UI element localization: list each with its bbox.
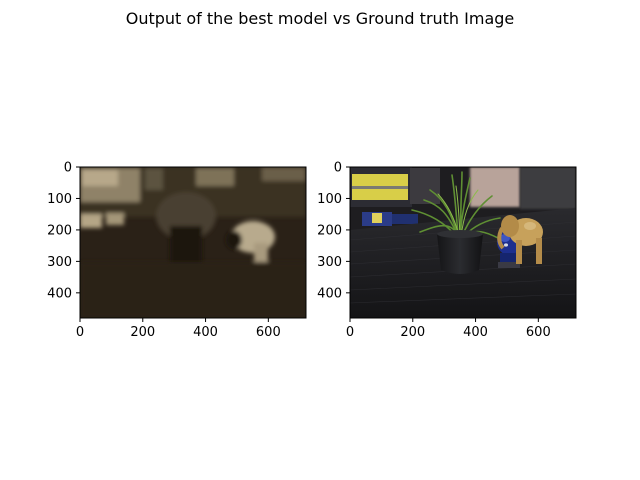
y-tick-label: 0 xyxy=(334,161,342,176)
y-tick-label: 400 xyxy=(317,286,342,301)
y-tick-label: 0 xyxy=(64,161,72,176)
figure-title: Output of the best model vs Ground truth… xyxy=(126,9,515,28)
model-output-frame xyxy=(79,166,307,319)
x-tick-label: 400 xyxy=(193,325,218,340)
ground-truth-axes: 0 200 400 600 0 100 200 300 400 xyxy=(317,161,551,341)
ground-truth-image xyxy=(350,167,576,318)
x-tick-label: 600 xyxy=(526,325,551,340)
y-tick-label: 100 xyxy=(47,192,72,207)
y-tick-label: 300 xyxy=(47,255,72,270)
x-tick-label: 600 xyxy=(256,325,281,340)
model-output-axes: 0 200 400 600 0 100 200 300 400 xyxy=(47,161,281,341)
x-tick-label: 0 xyxy=(76,325,84,340)
panel-ground-truth: 0 200 400 600 0 100 200 300 400 xyxy=(317,161,577,341)
x-tick-label: 200 xyxy=(130,325,155,340)
model-output-image xyxy=(80,167,306,318)
y-tick-label: 200 xyxy=(317,223,342,238)
y-tick-label: 100 xyxy=(317,192,342,207)
y-tick-label: 200 xyxy=(47,223,72,238)
ground-truth-frame xyxy=(349,166,577,319)
x-tick-label: 400 xyxy=(463,325,488,340)
x-tick-label: 0 xyxy=(346,325,354,340)
elephant-figurine xyxy=(497,215,543,264)
y-tick-label: 400 xyxy=(47,286,72,301)
y-tick-label: 300 xyxy=(317,255,342,270)
panel-model-output: 0 200 400 600 0 100 200 300 400 xyxy=(47,161,307,341)
x-tick-label: 200 xyxy=(400,325,425,340)
